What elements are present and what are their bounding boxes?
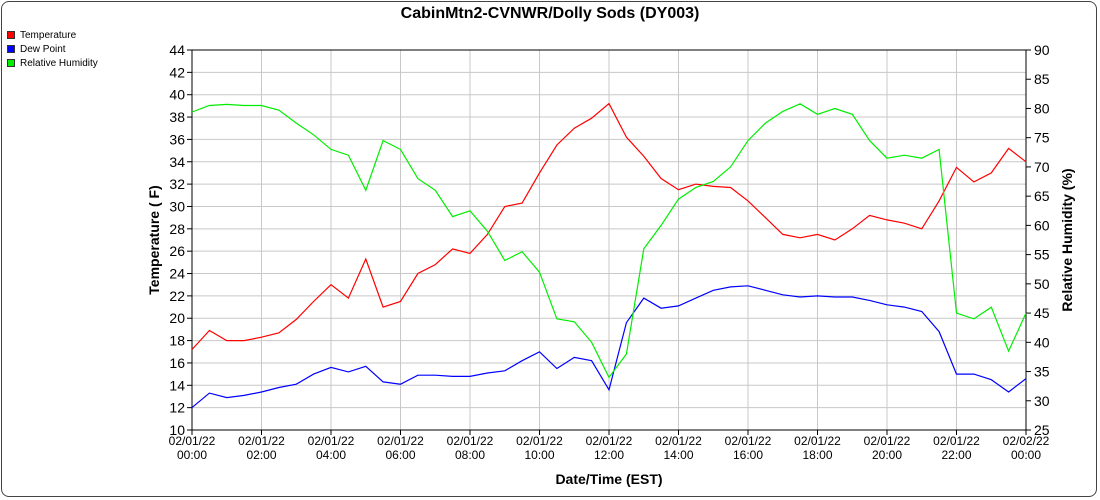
y2-tick-label: 25 [1034, 422, 1050, 438]
y2-tick-label: 40 [1034, 334, 1050, 350]
x-tick-label-time: 00:00 [177, 448, 207, 462]
x-tick-label-date: 02/01/22 [794, 434, 841, 448]
x-tick-label-date: 02/01/22 [725, 434, 772, 448]
y-tick-label: 42 [169, 64, 185, 80]
y-tick-label: 36 [169, 131, 185, 147]
legend-item-temperature: Temperature [7, 28, 98, 42]
x-tick-label-date: 02/01/22 [308, 434, 355, 448]
y-tick-label: 30 [169, 198, 185, 214]
legend-item-relative-humidity: Relative Humidity [7, 56, 98, 70]
legend-label: Relative Humidity [20, 57, 98, 69]
y-tick-label: 44 [169, 42, 185, 58]
legend-swatch [7, 59, 15, 67]
x-tick-label-date: 02/01/22 [864, 434, 911, 448]
y-tick-label: 40 [169, 87, 185, 103]
y-tick-label: 28 [169, 221, 185, 237]
x-tick-label-date: 02/01/22 [238, 434, 285, 448]
x-tick-label-date: 02/01/22 [377, 434, 424, 448]
y-tick-label: 20 [169, 310, 185, 326]
legend-swatch [7, 31, 15, 39]
y2-tick-label: 65 [1034, 188, 1050, 204]
x-tick-label-time: 12:00 [594, 448, 624, 462]
legend-label: Dew Point [20, 43, 66, 55]
y-tick-label: 32 [169, 176, 185, 192]
x-tick-label-date: 02/02/22 [1003, 434, 1050, 448]
x-tick-label-time: 10:00 [524, 448, 554, 462]
y2-tick-label: 55 [1034, 247, 1050, 263]
y-tick-label: 18 [169, 333, 185, 349]
x-tick-label-date: 02/01/22 [516, 434, 563, 448]
x-tick-label-date: 02/01/22 [655, 434, 702, 448]
legend-swatch [7, 45, 15, 53]
legend-label: Temperature [20, 29, 77, 41]
x-tick-label-time: 18:00 [802, 448, 832, 462]
y2-tick-label: 85 [1034, 71, 1050, 87]
y2-tick-label: 50 [1034, 276, 1050, 292]
x-tick-label-date: 02/01/22 [586, 434, 633, 448]
y-tick-label: 34 [169, 154, 185, 170]
y2-tick-label: 80 [1034, 100, 1050, 116]
x-tick-label-time: 20:00 [872, 448, 902, 462]
series-line-relative-humidity [191, 103, 1027, 379]
series-line-temperature [191, 102, 1027, 350]
x-tick-label-time: 00:00 [1011, 448, 1041, 462]
legend: Temperature Dew Point Relative Humidity [7, 28, 98, 70]
y-tick-label: 22 [169, 288, 185, 304]
y2-tick-label: 45 [1034, 305, 1050, 321]
y2-tick-label: 30 [1034, 393, 1050, 409]
series-line-dew-point [191, 285, 1027, 409]
y2-tick-label: 35 [1034, 364, 1050, 380]
x-tick-label-time: 06:00 [385, 448, 415, 462]
y2-tick-label: 70 [1034, 159, 1050, 175]
y2-tick-label: 75 [1034, 130, 1050, 146]
y2-tick-label: 90 [1034, 42, 1050, 58]
y-tick-label: 26 [169, 243, 185, 259]
plot-area-border [191, 49, 1027, 431]
y-tick-label: 16 [169, 355, 185, 371]
x-tick-label-time: 14:00 [663, 448, 693, 462]
x-tick-label-time: 02:00 [246, 448, 276, 462]
legend-item-dew-point: Dew Point [7, 42, 98, 56]
y-tick-label: 10 [169, 422, 185, 438]
y-tick-label: 38 [169, 109, 185, 125]
x-tick-label-date: 02/01/22 [447, 434, 494, 448]
y-tick-label: 12 [169, 400, 185, 416]
x-tick-label-time: 16:00 [733, 448, 763, 462]
x-tick-label-time: 22:00 [941, 448, 971, 462]
y-tick-label: 14 [169, 377, 185, 393]
x-tick-label-date: 02/01/22 [933, 434, 980, 448]
chart-title: CabinMtn2-CVNWR/Dolly Sods (DY003) [400, 5, 700, 22]
x-axis-label: Date/Time (EST) [555, 471, 662, 487]
y2-tick-label: 60 [1034, 217, 1050, 233]
y-tick-label: 24 [169, 266, 185, 282]
x-tick-label-time: 04:00 [316, 448, 346, 462]
y-axis-label: Temperature ( F) [146, 185, 162, 294]
x-tick-label-date: 02/01/22 [169, 434, 216, 448]
x-tick-label-time: 08:00 [455, 448, 485, 462]
y2-axis-label: Relative Humidity (%) [1059, 168, 1075, 311]
